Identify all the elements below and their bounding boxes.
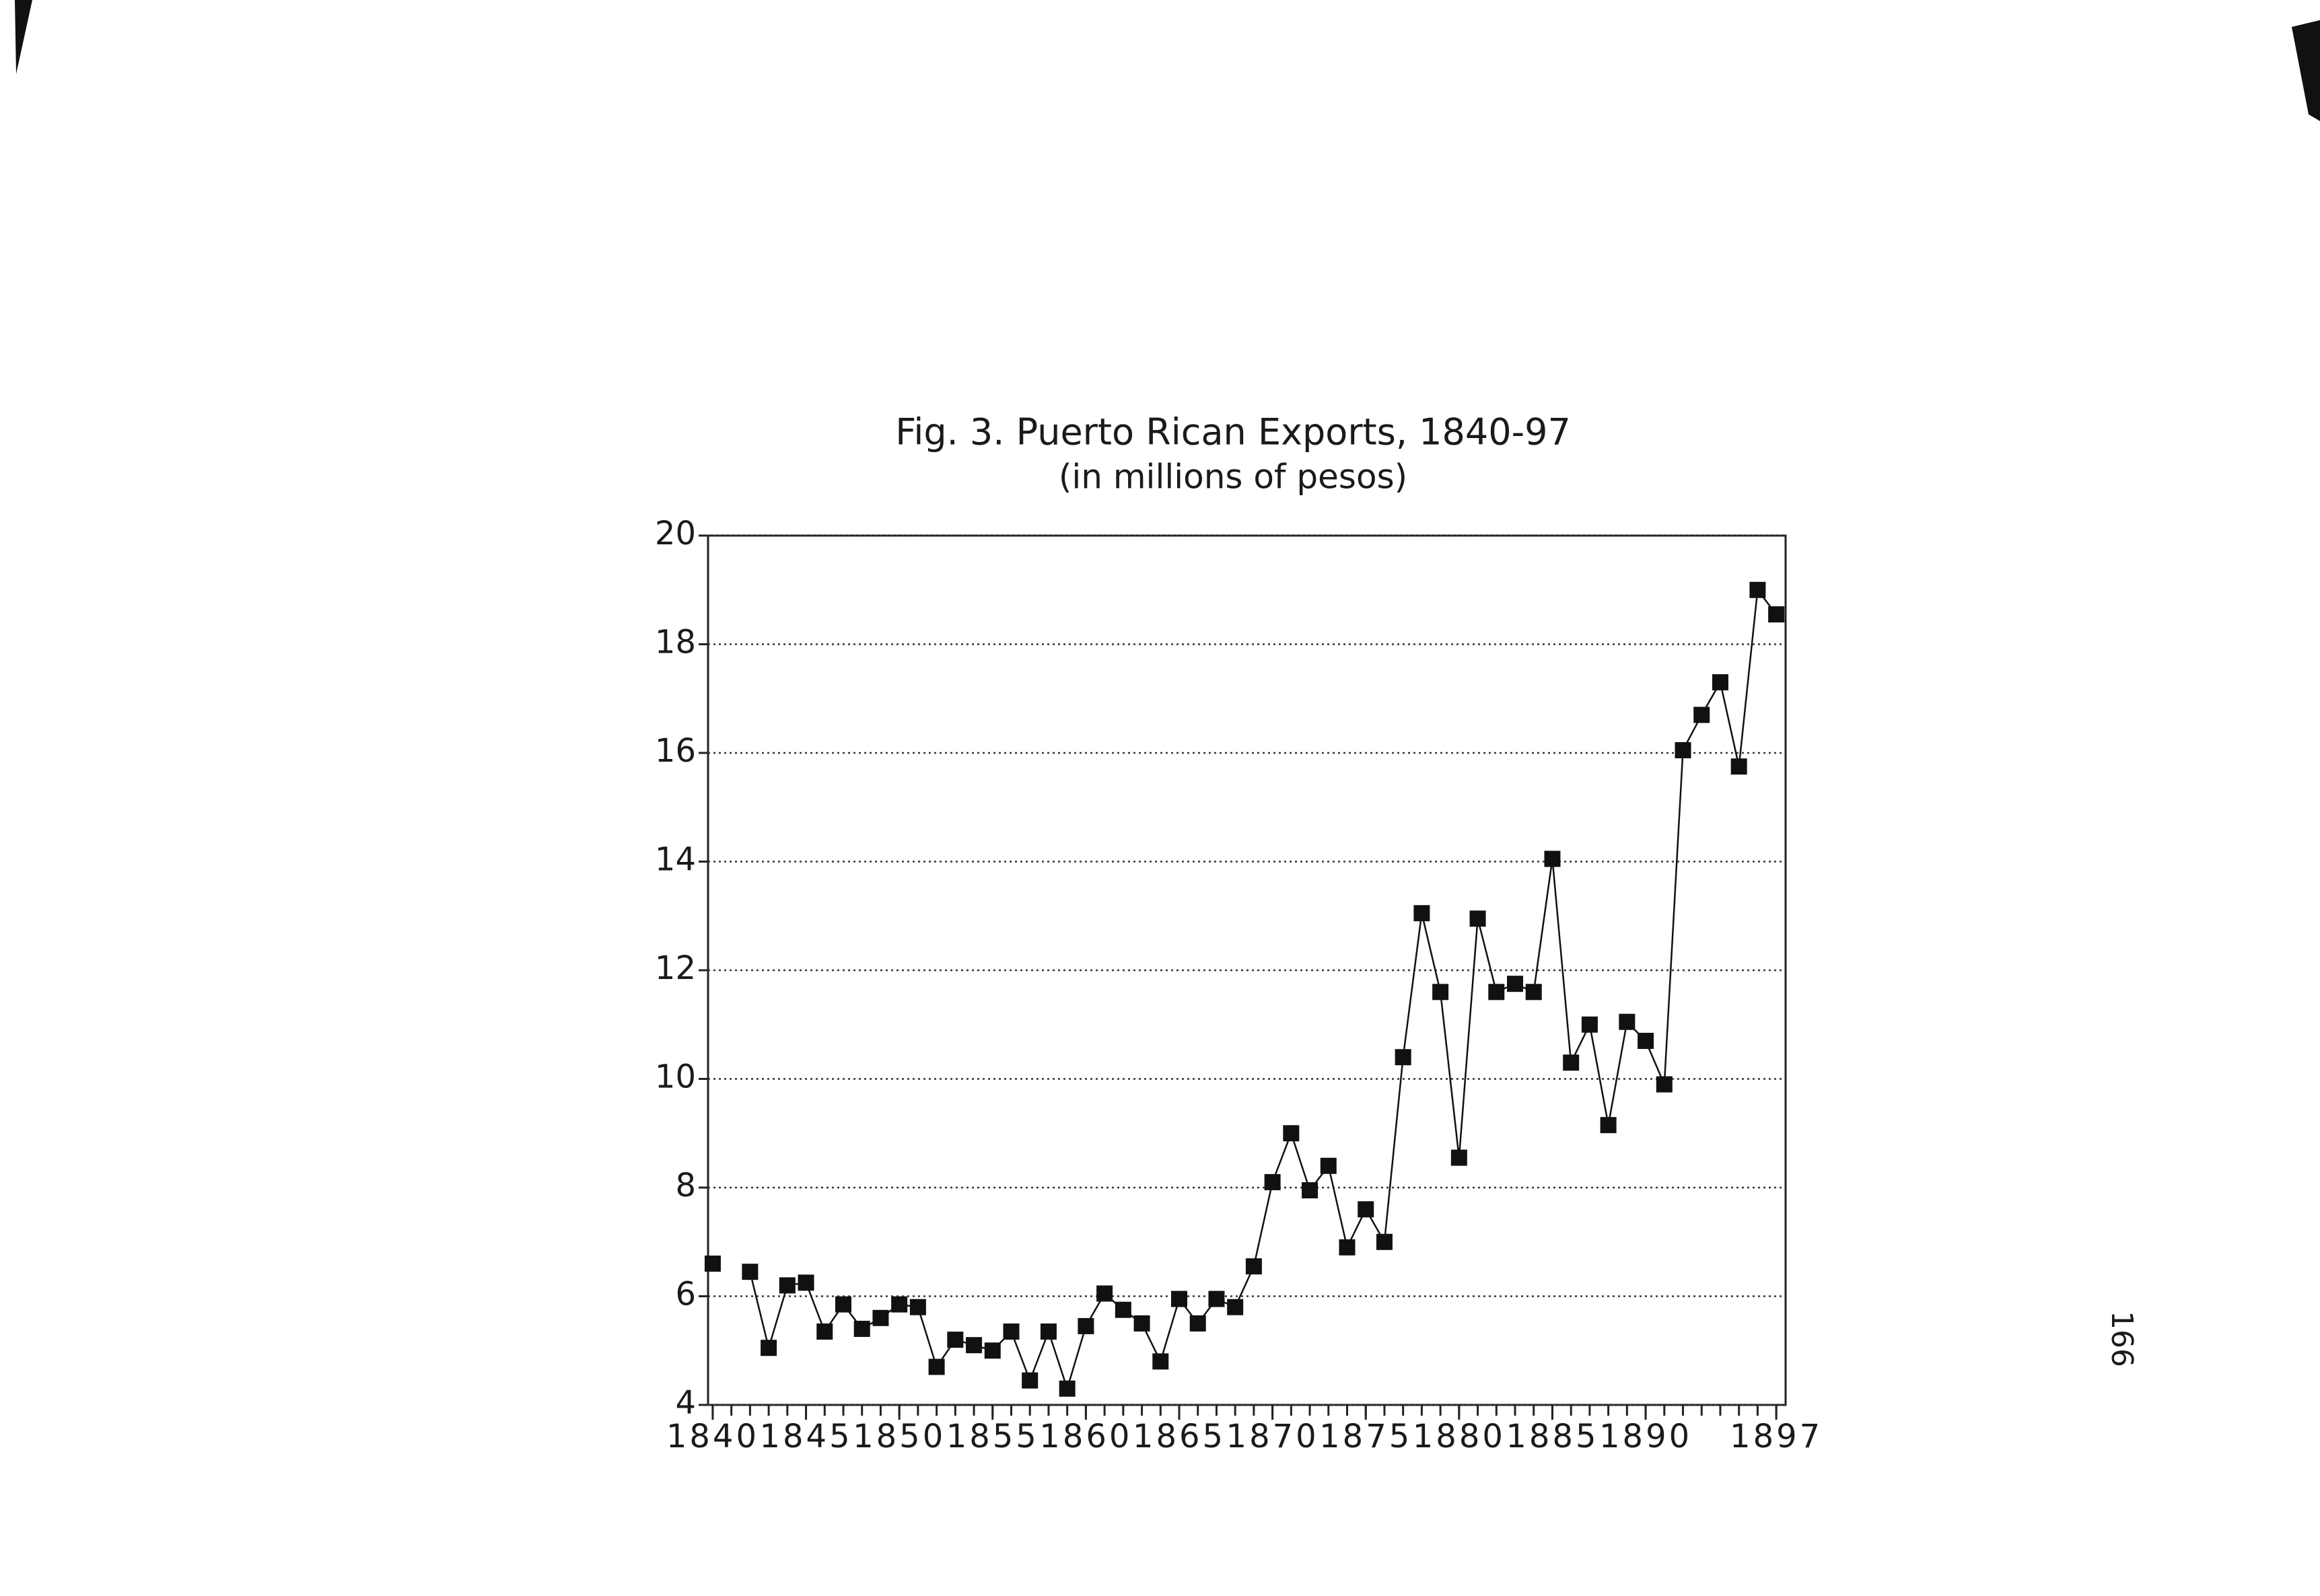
y-tick-label: 16: [655, 732, 696, 770]
point-marker: [1358, 1201, 1374, 1218]
point-marker: [1619, 1013, 1636, 1030]
x-tick-label: 1840: [666, 1418, 759, 1455]
x-tick-label: 1865: [1133, 1418, 1226, 1455]
point-marker: [1749, 581, 1766, 598]
point-marker: [1003, 1323, 1020, 1340]
point-marker: [1395, 1049, 1411, 1066]
point-marker: [853, 1320, 870, 1337]
x-tick-label: 1855: [946, 1418, 1039, 1455]
point-marker: [1507, 976, 1524, 992]
y-tick-label: 4: [675, 1384, 696, 1422]
point-marker: [1302, 1182, 1319, 1199]
y-tick-label: 6: [675, 1276, 696, 1313]
x-tick-label: 1870: [1226, 1418, 1319, 1455]
point-marker: [779, 1277, 796, 1294]
point-marker: [1656, 1076, 1673, 1093]
point-marker: [1227, 1299, 1244, 1315]
point-marker: [1171, 1291, 1188, 1307]
page-number: 166: [2105, 1311, 2139, 1367]
point-marker: [1320, 1157, 1337, 1174]
x-tick-label: 1890: [1599, 1418, 1692, 1455]
point-marker: [1208, 1291, 1225, 1307]
point-marker: [1115, 1301, 1131, 1318]
point-marker: [1712, 674, 1728, 691]
point-marker: [1581, 1016, 1598, 1033]
point-marker: [1189, 1315, 1206, 1332]
point-marker: [816, 1323, 833, 1340]
scan-mark: [15, 0, 32, 74]
point-marker: [1152, 1353, 1169, 1370]
point-marker: [1432, 984, 1449, 1001]
scan-mark: [2292, 20, 2320, 121]
x-tick-label: 1875: [1319, 1418, 1412, 1455]
point-marker: [1730, 758, 1747, 775]
point-marker: [909, 1299, 926, 1315]
point-marker: [761, 1340, 777, 1356]
point-marker: [1563, 1054, 1580, 1071]
point-marker: [1078, 1317, 1094, 1334]
point-marker: [1768, 606, 1785, 623]
point-marker: [1675, 741, 1691, 758]
point-marker: [1022, 1372, 1039, 1389]
point-marker: [1600, 1117, 1617, 1134]
point-marker: [742, 1264, 759, 1280]
chart-title: Fig. 3. Puerto Rican Exports, 1840-97: [895, 411, 1571, 454]
point-marker: [1525, 984, 1542, 1001]
point-marker: [1450, 1149, 1467, 1166]
x-tick-label: 1880: [1413, 1418, 1506, 1455]
point-marker: [1469, 910, 1486, 927]
point-marker: [1638, 1032, 1654, 1049]
chart-subtitle: (in millions of pesos): [1059, 458, 1407, 497]
x-tick-label: 1850: [853, 1418, 946, 1455]
point-marker: [1544, 850, 1561, 867]
point-marker: [1040, 1323, 1057, 1340]
x-tick-label: 1885: [1506, 1418, 1598, 1455]
x-tick-label: 1860: [1039, 1418, 1132, 1455]
point-marker: [1059, 1380, 1076, 1397]
point-marker: [928, 1358, 945, 1375]
point-marker: [947, 1332, 964, 1348]
point-marker: [1339, 1239, 1356, 1256]
y-tick-label: 12: [655, 949, 696, 987]
x-tick-label: 1897: [1730, 1418, 1823, 1455]
series-line: [749, 587, 1778, 1391]
point-marker: [1245, 1258, 1262, 1275]
point-marker: [1133, 1315, 1150, 1332]
point-marker: [1488, 984, 1505, 1001]
y-tick-label: 18: [655, 624, 696, 661]
point-marker: [704, 1256, 721, 1272]
y-tick-label: 8: [675, 1167, 696, 1204]
point-marker: [835, 1296, 851, 1313]
point-marker: [1693, 706, 1710, 723]
point-marker: [1096, 1285, 1113, 1302]
point-marker: [798, 1274, 814, 1291]
y-tick-label: 10: [655, 1058, 696, 1096]
point-marker: [966, 1337, 983, 1354]
point-marker: [872, 1309, 889, 1326]
point-marker: [1413, 905, 1430, 922]
y-tick-label: 14: [655, 841, 696, 879]
point-marker: [1264, 1173, 1281, 1190]
point-marker: [891, 1296, 908, 1313]
point-marker: [1283, 1125, 1300, 1142]
point-marker: [1376, 1233, 1393, 1250]
y-tick-label: 20: [655, 515, 696, 552]
x-tick-label: 1845: [759, 1418, 852, 1455]
point-marker: [984, 1342, 1001, 1359]
